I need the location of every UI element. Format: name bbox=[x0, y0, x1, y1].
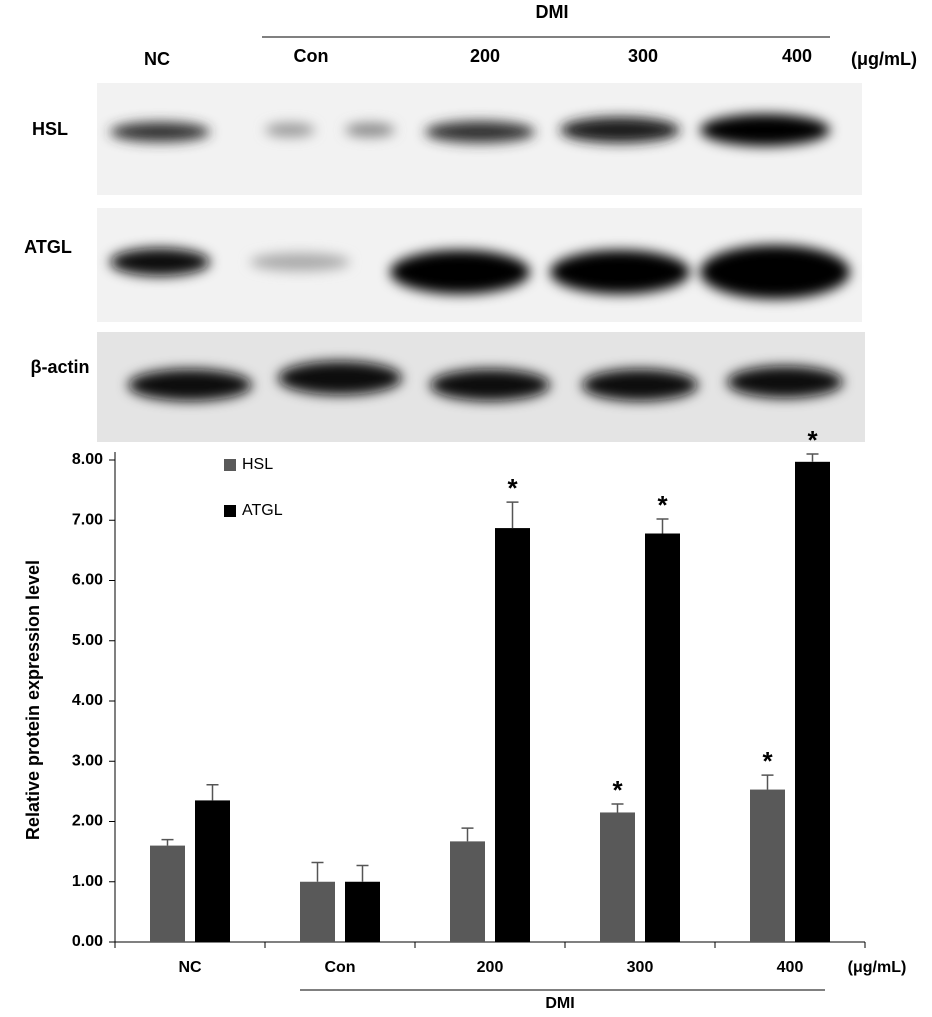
y-tick-label: 1.00 bbox=[72, 873, 103, 890]
row-label: HSL bbox=[32, 119, 68, 139]
bar bbox=[600, 812, 635, 942]
y-tick-label: 8.00 bbox=[72, 451, 103, 468]
significance-marker: * bbox=[657, 490, 668, 520]
y-tick-label: 0.00 bbox=[72, 933, 103, 950]
error-bar bbox=[806, 453, 819, 462]
row-label: β-actin bbox=[31, 357, 90, 377]
lane-label: Con bbox=[294, 46, 329, 66]
unit-label: (μg/mL) bbox=[848, 959, 907, 976]
x-tick-label: 400 bbox=[777, 959, 804, 976]
y-tick-label: 4.00 bbox=[72, 692, 103, 709]
legend-swatch bbox=[224, 505, 236, 517]
bar bbox=[795, 461, 830, 942]
legend-label: HSL bbox=[242, 456, 273, 473]
x-tick-label: 300 bbox=[627, 959, 654, 976]
bar bbox=[150, 845, 185, 942]
y-axis-title: Relative protein expression level bbox=[23, 560, 43, 840]
lane-label: 300 bbox=[628, 46, 658, 66]
bar bbox=[495, 528, 530, 942]
bar bbox=[450, 841, 485, 942]
error-bar bbox=[311, 861, 324, 882]
significance-marker: * bbox=[507, 473, 518, 503]
error-bar bbox=[161, 838, 174, 846]
y-tick-label: 5.00 bbox=[72, 632, 103, 649]
bar bbox=[750, 789, 785, 942]
western-blot: DMI NC Con 200 300 400 (μg/mL) bbox=[24, 2, 917, 442]
group-label: DMI bbox=[545, 995, 574, 1012]
significance-marker: * bbox=[762, 746, 773, 776]
error-bar bbox=[356, 864, 369, 882]
significance-marker: * bbox=[612, 775, 623, 805]
bar bbox=[345, 881, 380, 942]
error-bar bbox=[206, 783, 219, 801]
lane-label: 200 bbox=[470, 46, 500, 66]
y-tick-label: 2.00 bbox=[72, 813, 103, 830]
x-tick-label: Con bbox=[324, 959, 355, 976]
y-tick-label: 7.00 bbox=[72, 511, 103, 528]
y-tick-label: 3.00 bbox=[72, 752, 103, 769]
error-bar bbox=[656, 518, 669, 534]
error-bar bbox=[506, 501, 519, 529]
x-tick-label: NC bbox=[178, 959, 202, 976]
bar bbox=[300, 881, 335, 942]
legend-label: ATGL bbox=[242, 502, 283, 519]
lane-label: 400 bbox=[782, 46, 812, 66]
lane-label: NC bbox=[144, 49, 170, 69]
blot-bands bbox=[110, 114, 850, 401]
y-tick-label: 6.00 bbox=[72, 572, 103, 589]
error-bar bbox=[611, 803, 624, 813]
error-bar bbox=[461, 827, 474, 842]
legend-swatch bbox=[224, 459, 236, 471]
bar-chart: Relative protein expression level 0.00 1.… bbox=[23, 425, 907, 1012]
unit-label: (μg/mL) bbox=[851, 49, 917, 69]
blot-group-label: DMI bbox=[536, 2, 569, 22]
error-bar bbox=[761, 774, 774, 790]
row-label: ATGL bbox=[24, 237, 72, 257]
bar bbox=[645, 533, 680, 942]
x-tick-label: 200 bbox=[477, 959, 504, 976]
significance-marker: * bbox=[807, 425, 818, 455]
bar bbox=[195, 800, 230, 942]
